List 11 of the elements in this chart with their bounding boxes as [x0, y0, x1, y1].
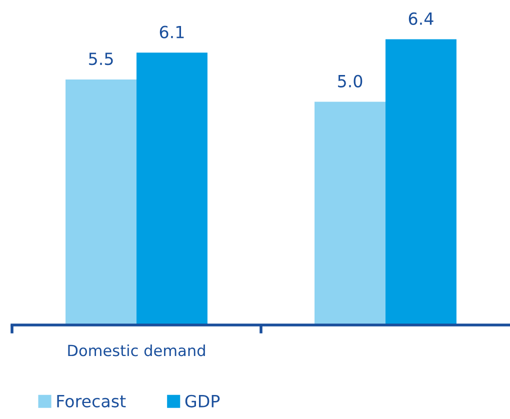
data-label: 6.4	[408, 12, 434, 25]
bar	[66, 79, 136, 325]
legend-label: Forecast	[57, 395, 126, 408]
x-tick-label: Domestic demand	[68, 344, 205, 356]
bar	[314, 102, 386, 325]
legend-label: GDP	[185, 394, 220, 408]
bar	[386, 39, 456, 325]
bar	[136, 52, 208, 325]
data-label: 5.0	[338, 74, 362, 88]
data-label: 6.1	[160, 26, 184, 38]
data-label: 5.5	[89, 52, 113, 66]
